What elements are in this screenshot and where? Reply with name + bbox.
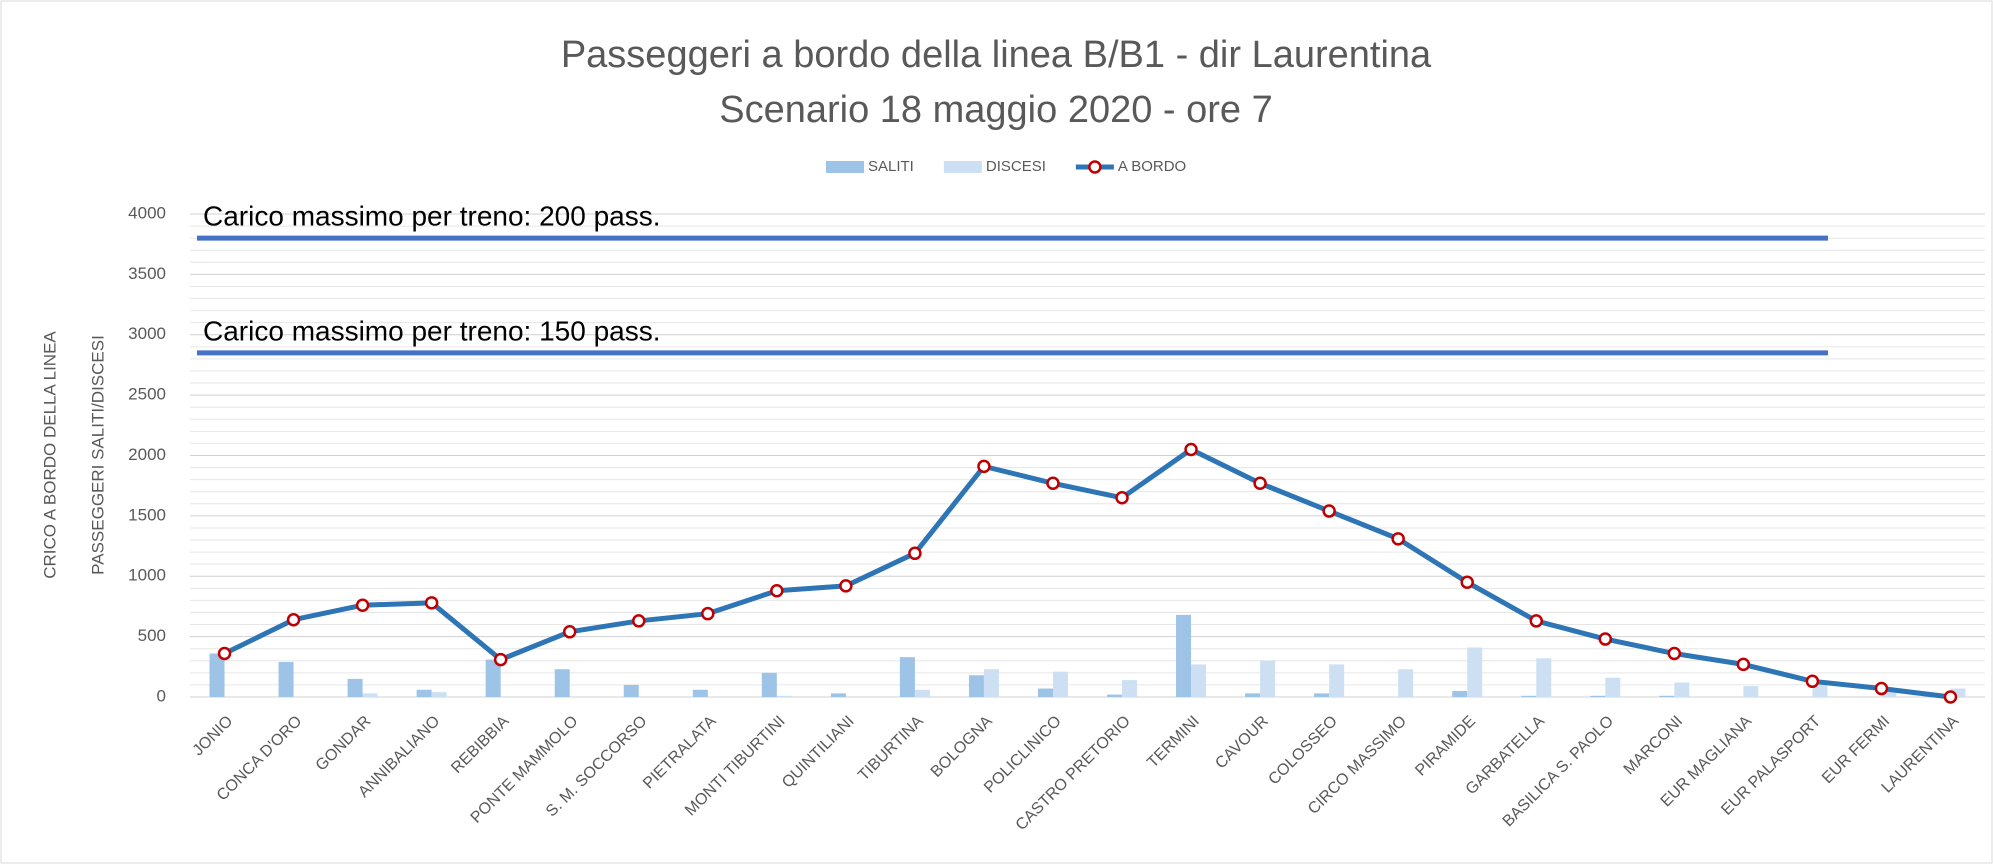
line-marker	[1184, 442, 1198, 457]
legend-label: SALITI	[868, 158, 914, 175]
y-tick-label: 500	[138, 626, 166, 645]
line-marker	[424, 596, 439, 610]
bar	[968, 675, 984, 697]
line-marker	[770, 583, 784, 598]
bar	[431, 692, 447, 697]
bar	[1037, 688, 1053, 697]
bar	[830, 693, 846, 697]
y-tick-label: 1000	[128, 566, 166, 585]
line-marker	[839, 579, 853, 593]
bar	[1536, 658, 1552, 697]
line-marker	[1529, 614, 1543, 628]
bar	[1314, 693, 1330, 697]
y-tick-label: 0	[157, 686, 166, 705]
bar	[1659, 695, 1675, 697]
bar	[1881, 689, 1897, 697]
legend-swatch	[826, 161, 864, 173]
line-marker	[977, 459, 991, 474]
legend-label: A BORDO	[1118, 158, 1186, 175]
line-marker	[1874, 681, 1889, 696]
bar	[761, 672, 777, 697]
bar	[1452, 690, 1468, 697]
legend-swatch	[943, 161, 982, 173]
line-marker	[355, 598, 370, 612]
y-tick-label: 4000	[128, 203, 166, 222]
bar	[1107, 694, 1123, 697]
y-tick-label: 2000	[128, 445, 166, 464]
line-marker	[1736, 657, 1751, 672]
reference-label: Carico massimo per treno: 150 pass.	[203, 315, 661, 346]
line-marker	[1598, 632, 1613, 646]
line-marker	[701, 606, 715, 621]
y-tick-label: 3000	[128, 324, 166, 343]
bar	[347, 678, 363, 697]
line-marker	[562, 625, 577, 639]
bar	[1743, 686, 1759, 697]
bar	[1191, 664, 1207, 697]
line-marker	[1046, 476, 1060, 491]
bar	[914, 689, 930, 697]
bar	[1590, 695, 1606, 697]
bar	[209, 653, 225, 697]
bar	[362, 693, 378, 697]
line-marker	[632, 614, 646, 628]
line-marker	[1943, 690, 1958, 704]
line-marker	[1460, 575, 1474, 590]
bar	[1674, 682, 1690, 697]
line-marker	[1805, 674, 1820, 689]
line-series	[223, 446, 1951, 700]
y-tick-label: 2500	[128, 385, 166, 404]
line-marker	[493, 652, 508, 667]
line-marker	[908, 546, 922, 561]
bar	[1329, 664, 1345, 697]
bar	[1122, 680, 1138, 697]
bar	[776, 695, 792, 697]
bar	[278, 661, 294, 697]
bar	[623, 684, 639, 697]
bar	[1467, 647, 1483, 697]
bar	[485, 659, 501, 697]
bar	[1950, 688, 1966, 697]
bar	[1245, 693, 1261, 697]
y-axis-title: PASSEGGERI SALITI/DISCESI	[88, 335, 107, 575]
bar	[416, 689, 432, 697]
chart-title: Passeggeri a bordo della linea B/B1 - di…	[561, 34, 1432, 76]
y-axis-title: CRICO A BORDO DELLA LINEA	[40, 331, 59, 579]
reference-label: Carico massimo per treno: 200 pass.	[203, 201, 661, 232]
bar	[1052, 671, 1068, 697]
line-marker	[1391, 532, 1405, 546]
bar	[899, 657, 915, 697]
legend-label: DISCESI	[986, 158, 1046, 175]
bar	[692, 689, 708, 697]
line-marker	[1253, 476, 1267, 491]
bar	[554, 669, 570, 697]
bar	[1260, 660, 1276, 697]
y-tick-label: 1500	[128, 505, 166, 524]
y-tick-label: 3500	[128, 264, 166, 283]
bar	[1521, 695, 1537, 697]
line-marker	[1667, 646, 1682, 661]
bar	[1398, 669, 1414, 697]
line-marker	[1322, 504, 1336, 518]
bar	[1176, 614, 1192, 697]
line-marker	[217, 646, 232, 661]
bar	[1605, 677, 1621, 697]
line-marker	[1115, 491, 1129, 505]
bar	[983, 669, 999, 697]
line-marker	[286, 612, 301, 627]
legend-marker	[1088, 160, 1102, 174]
chart-subtitle: Scenario 18 maggio 2020 - ore 7	[719, 89, 1272, 131]
